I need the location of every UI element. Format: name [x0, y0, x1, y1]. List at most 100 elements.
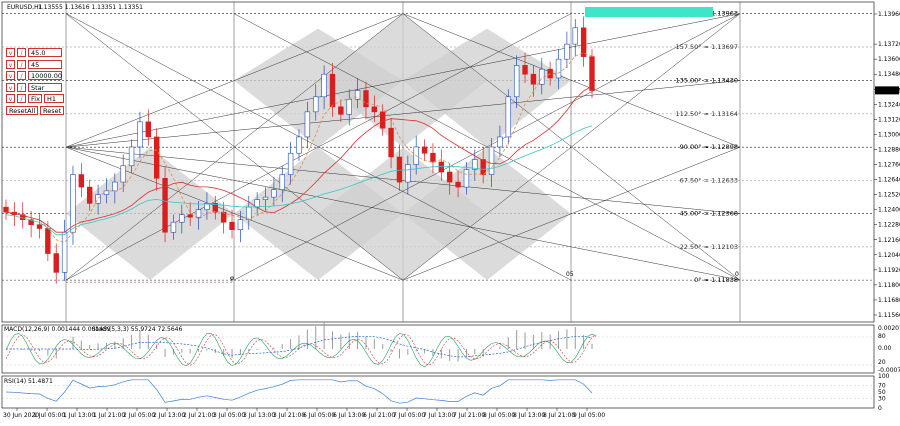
edit-toggle-button[interactable]: /	[17, 48, 26, 57]
gann-parameter-field[interactable]: Star	[28, 82, 62, 92]
time-axis-label: 8 Jul 21:00	[543, 412, 575, 419]
quote-label: 1.13555 1.13616 1.13351 1.13351	[38, 4, 143, 11]
candle-body	[371, 106, 378, 113]
gann-parameter-field[interactable]: 10000.00	[28, 71, 62, 80]
candle-body	[488, 146, 495, 175]
price-scale-label: 1.13720	[878, 41, 900, 48]
gann-fan-line	[65, 146, 741, 281]
time-axis-label: 6 Jul 21:00	[363, 412, 395, 419]
candle-body	[313, 96, 319, 113]
candle-body	[463, 169, 470, 188]
candle-body	[522, 65, 528, 75]
price-scale-label: 1.12880	[878, 146, 900, 153]
rsi-scale-label: 30	[878, 395, 886, 402]
candle-body	[78, 174, 85, 188]
gann-parameter-field[interactable]: 45	[28, 59, 62, 69]
time-axis-label: 7 Jul 21:00	[453, 412, 485, 419]
price-scale-label: 1.13960	[878, 11, 900, 18]
candle-body	[438, 161, 445, 173]
gann-fan-line	[402, 146, 741, 281]
dropdown-toggle-button[interactable]: v	[6, 59, 15, 69]
candle-body	[262, 196, 269, 200]
candle-body	[505, 96, 511, 138]
gann-level-label: 22.50° = 1.12103	[680, 243, 738, 251]
reset-button[interactable]: Reset	[40, 106, 65, 115]
candle-body	[61, 231, 68, 273]
candle-body	[87, 186, 93, 204]
time-axis-label: 7 Jul 13:00	[423, 412, 455, 419]
candle-body	[513, 65, 520, 98]
candle-body	[36, 224, 43, 229]
candle-body	[304, 111, 311, 138]
macd-scale-label: -0.000771	[878, 367, 900, 374]
candle-body	[195, 209, 202, 218]
candle-body	[455, 181, 461, 188]
rsi-scale-label: 50	[878, 389, 886, 396]
candle-body	[430, 152, 436, 163]
price-scale-label: 1.12400	[878, 207, 900, 214]
time-axis-label: 9 Jul 05:00	[573, 412, 605, 419]
edit-toggle-button[interactable]: /	[17, 82, 26, 92]
dropdown-toggle-button[interactable]: v	[6, 94, 15, 103]
candle-body	[354, 90, 361, 100]
time-axis-label: 3 Jul 05:00	[213, 412, 245, 419]
current-price-label: 1.13351	[877, 87, 900, 94]
reset-all-button[interactable]: ResetAll	[6, 106, 39, 115]
candle-body	[28, 219, 34, 226]
symbol-label: EURUSD,H1	[7, 4, 43, 11]
edit-toggle-button[interactable]: /	[17, 71, 26, 80]
candle-body	[145, 121, 152, 138]
gann-fan-line	[65, 13, 404, 148]
gann-level-label: 112.50° = 1.13164	[676, 110, 738, 118]
candle-body	[279, 174, 285, 190]
candle-body	[380, 111, 386, 129]
candle-body	[572, 27, 578, 45]
time-axis-label: 3 Jul 21:00	[273, 412, 305, 419]
fix-mode-field[interactable]: Fix	[28, 94, 42, 103]
gann-parameter-field[interactable]: 45.0	[28, 48, 62, 57]
gann-fan-line	[402, 13, 741, 148]
candle-body	[287, 152, 294, 175]
gann-parameter-field[interactable]: H1	[44, 94, 64, 103]
macd-scale-label: 0.002073	[878, 325, 900, 332]
gann-fan-line	[65, 13, 741, 148]
candle-body	[204, 203, 210, 210]
gann-control-row: v/45.0	[6, 48, 62, 58]
candle-body	[103, 190, 110, 195]
time-axis-label: 8 Jul 13:00	[513, 412, 545, 419]
gann-control-row: v/45	[6, 59, 62, 70]
dropdown-toggle-button[interactable]: v	[6, 48, 15, 57]
price-scale-label: 1.11920	[878, 267, 900, 274]
time-axis-label: 7 Jul 05:00	[393, 412, 425, 419]
price-scale-label: 1.11680	[878, 297, 900, 304]
time-axis-label: 6 Jul 13:00	[333, 412, 365, 419]
price-scale-label: 1.12760	[878, 162, 900, 169]
gann-marker-label: 0	[735, 271, 739, 278]
rsi-line	[5, 379, 593, 404]
candle-body	[480, 159, 486, 175]
edit-toggle-button[interactable]: /	[17, 94, 26, 103]
gann-fan-line	[65, 13, 404, 281]
candle-body	[555, 58, 562, 79]
candle-body	[271, 189, 277, 198]
time-axis-label: 2 Jul 13:00	[153, 412, 185, 419]
edit-toggle-button[interactable]: /	[17, 59, 26, 69]
dropdown-toggle-button[interactable]: v	[6, 71, 15, 80]
candle-body	[530, 73, 537, 85]
highlight-zone	[585, 7, 713, 17]
gann-control-row: v / Star	[6, 82, 62, 93]
gann-marker-label: φ	[230, 275, 234, 282]
candle-body	[179, 214, 185, 223]
candle-body	[53, 253, 59, 273]
price-scale-label: 1.13600	[878, 56, 900, 63]
gann-level-label: 90.00° = 1.12898	[680, 143, 738, 151]
dropdown-toggle-button[interactable]: v	[6, 82, 15, 92]
stoch-signal-line	[5, 334, 597, 366]
time-axis-label: 2 Jul 21:00	[183, 412, 215, 419]
candle-body	[95, 194, 101, 204]
candle-body	[137, 121, 143, 148]
candle-body	[212, 203, 218, 213]
gann-fan-line	[65, 80, 741, 148]
price-scale-label: 1.12280	[878, 222, 900, 229]
